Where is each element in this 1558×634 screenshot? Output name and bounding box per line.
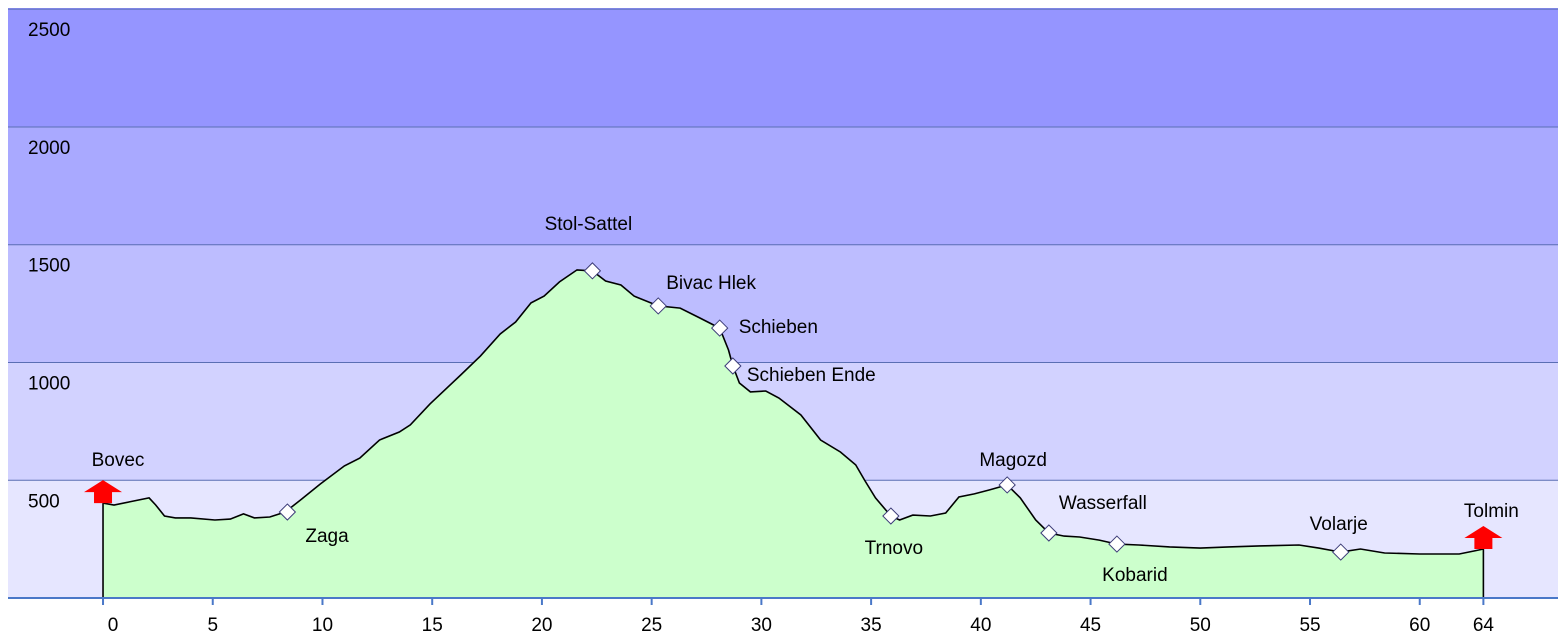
elevation-band: [8, 244, 1558, 363]
y-tick-label: 2000: [28, 138, 70, 159]
x-tick-label: 60: [1409, 615, 1430, 634]
y-tick-label: 1000: [28, 373, 70, 394]
waypoint-marker: [1108, 535, 1126, 553]
x-tick-label: 25: [641, 615, 662, 634]
waypoint-marker: [278, 503, 297, 521]
elevation-band: [8, 8, 1558, 127]
x-tick-label: 0: [108, 615, 119, 634]
x-tick-label: 64: [1473, 615, 1495, 634]
endpoint-arrow: [1464, 526, 1503, 550]
x-tick-label: 45: [1080, 615, 1101, 634]
waypoint-label: Wasserfall: [1059, 493, 1147, 514]
waypoint-marker: [583, 262, 602, 280]
waypoint-label: Stol-Sattel: [545, 214, 633, 235]
waypoint-label: Schieben: [739, 317, 818, 338]
waypoint-label: Trnovo: [865, 538, 923, 559]
y-tick-label: 2500: [28, 20, 70, 41]
x-tick-label: 35: [861, 615, 882, 634]
waypoint-marker: [1040, 524, 1058, 542]
waypoint-label: Tolmin: [1464, 501, 1519, 522]
x-tick-label: 10: [312, 615, 333, 634]
elevation-band: [8, 126, 1558, 245]
waypoint-label: Zaga: [305, 526, 349, 547]
x-tick-label: 15: [422, 615, 443, 634]
waypoint-marker: [998, 476, 1016, 494]
waypoint-marker: [1332, 543, 1350, 561]
y-tick-label: 1500: [28, 256, 70, 277]
waypoint-marker: [710, 319, 729, 337]
waypoint-label: Kobarid: [1102, 565, 1168, 586]
waypoint-marker: [649, 297, 667, 315]
profile-area: [103, 269, 1484, 598]
waypoint-label: Schieben Ende: [747, 365, 876, 386]
waypoint-marker: [724, 357, 742, 375]
endpoint-arrow: [84, 480, 123, 504]
waypoint-label: Bovec: [92, 450, 145, 471]
waypoint-label: Volarje: [1310, 514, 1368, 535]
x-tick-label: 30: [751, 615, 772, 634]
x-tick-label: 5: [207, 615, 218, 634]
x-tick-label: 50: [1190, 615, 1211, 634]
x-tick-label: 40: [970, 615, 991, 634]
x-tick-label: 20: [531, 615, 552, 634]
waypoint-label: Bivac Hlek: [666, 273, 756, 294]
y-tick-label: 500: [28, 491, 60, 512]
x-tick-label: 55: [1299, 615, 1320, 634]
waypoint-marker: [882, 507, 900, 525]
waypoint-label: Magozd: [979, 450, 1047, 471]
